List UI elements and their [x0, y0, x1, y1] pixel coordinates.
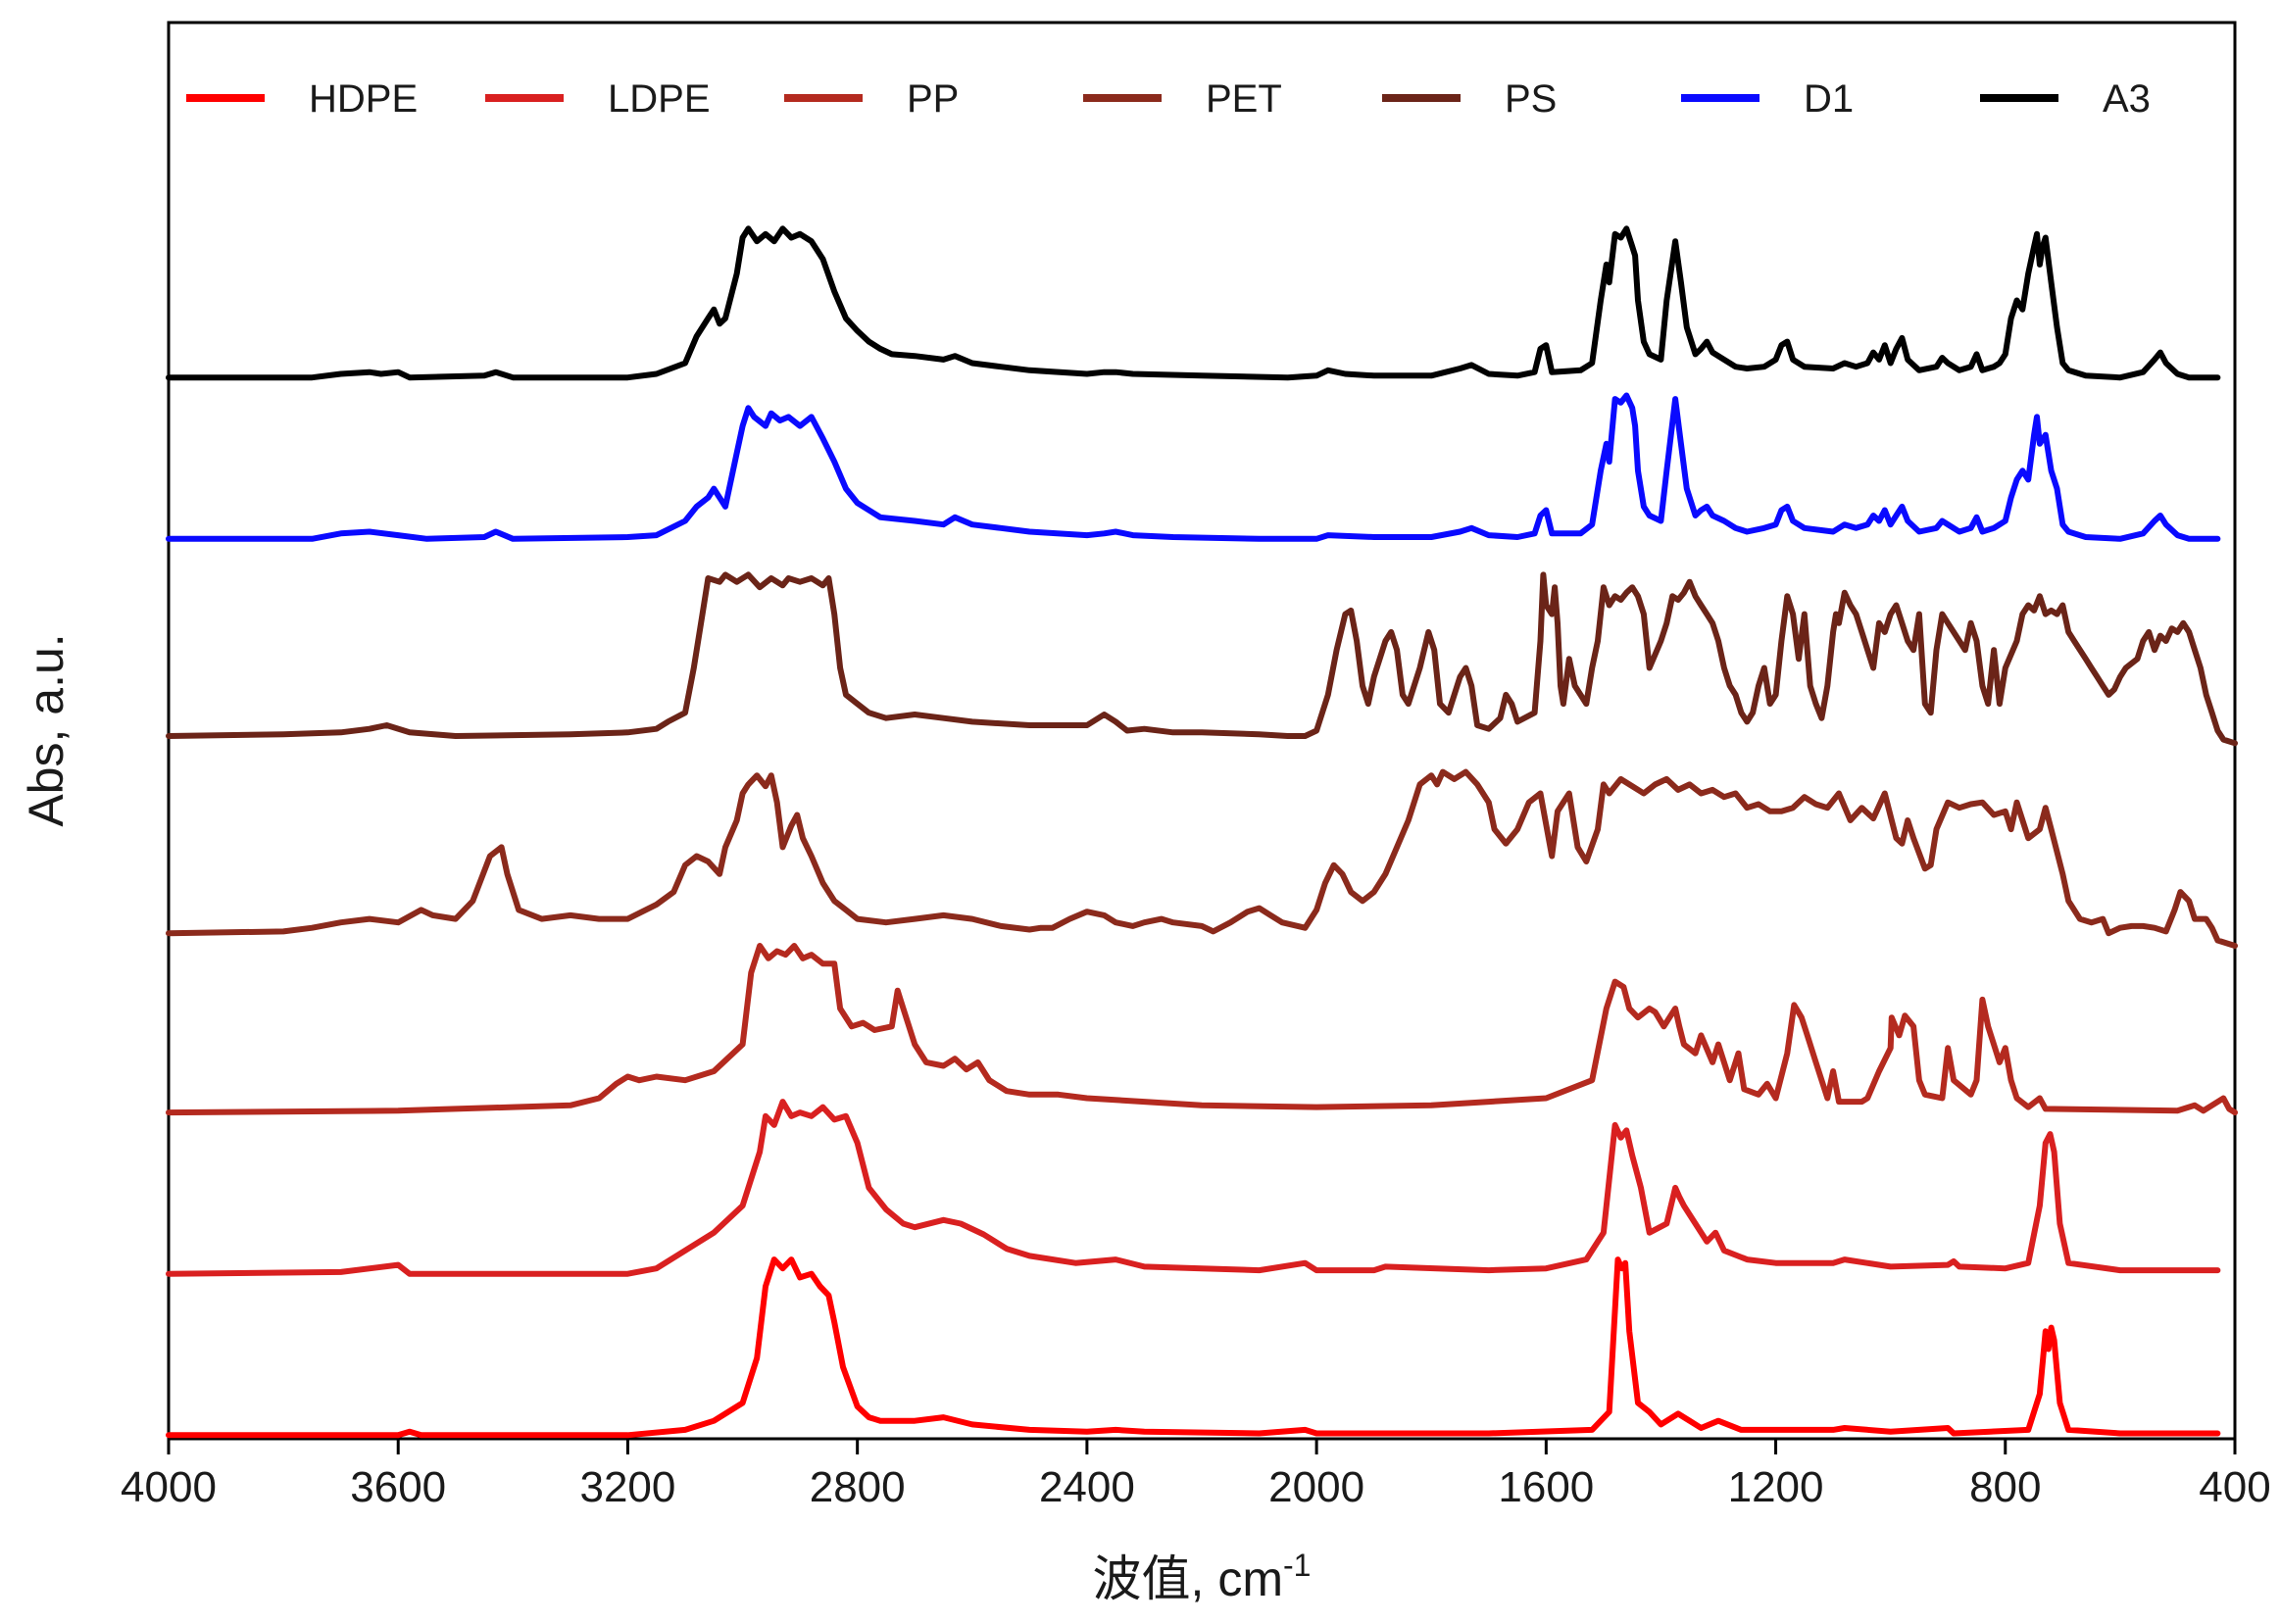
x-tick-label-800: 800 [1969, 1463, 2041, 1511]
series-line-ldpe [166, 1099, 2221, 1277]
x-tick-label-2400: 2400 [1039, 1463, 1135, 1511]
y-axis-title: Abs, a.u. [19, 633, 74, 826]
x-tick-label-3600: 3600 [350, 1463, 446, 1511]
x-tick-label-400: 400 [2199, 1463, 2270, 1511]
series-line-pet [166, 768, 2238, 949]
series-line-d1 [166, 392, 2221, 542]
legend-label-a3: A3 [2103, 77, 2151, 121]
legend-label-ps: PS [1505, 77, 1557, 121]
legend-label-pp: PP [907, 77, 959, 121]
x-tick-label-2800: 2800 [810, 1463, 906, 1511]
series-line-a3 [166, 225, 2221, 381]
x-axis-title: 波值, cm-1 [1093, 1548, 1312, 1606]
legend-label-ldpe: LDPE [608, 77, 711, 121]
spectra-group [166, 225, 2238, 1439]
legend-label-pet: PET [1206, 77, 1282, 121]
x-axis-title-main: 波值, cm [1093, 1551, 1283, 1606]
legend-label-d1: D1 [1804, 77, 1854, 121]
series-line-ps [166, 571, 2238, 747]
series-line-pp [166, 943, 2238, 1116]
x-axis: 4000 3600 3200 2800 2400 2000 1600 1200 800 400 [121, 1439, 2271, 1511]
legend-label-hdpe: HDPE [309, 77, 418, 121]
x-axis-title-superscript: -1 [1283, 1548, 1311, 1583]
x-tick-label-2000: 2000 [1268, 1463, 1364, 1511]
series-line-hdpe [166, 1256, 2221, 1439]
x-tick-label-4000: 4000 [121, 1463, 217, 1511]
x-tick-label-3200: 3200 [579, 1463, 675, 1511]
x-tick-label-1200: 1200 [1728, 1463, 1824, 1511]
legend: HDPE LDPE PP PET PS D1 A3 [186, 77, 2151, 121]
x-tick-label-1600: 1600 [1498, 1463, 1594, 1511]
